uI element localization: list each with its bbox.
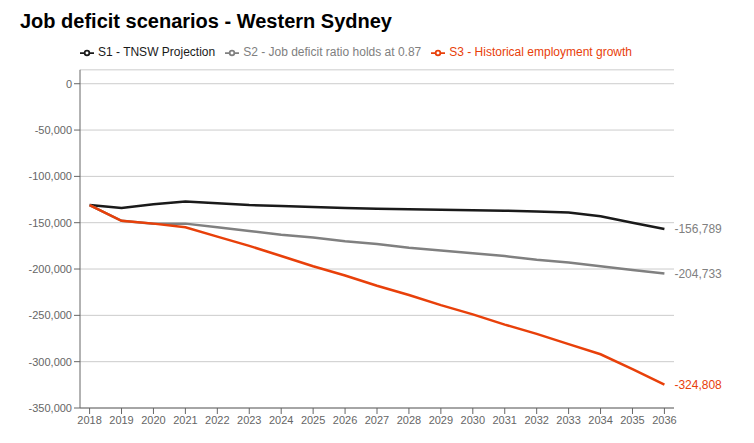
svg-text:2027: 2027 xyxy=(365,414,389,426)
svg-text:2028: 2028 xyxy=(397,414,421,426)
svg-text:2030: 2030 xyxy=(461,414,485,426)
svg-text:2029: 2029 xyxy=(429,414,453,426)
svg-text:2036: 2036 xyxy=(652,414,676,426)
svg-text:2024: 2024 xyxy=(269,414,293,426)
svg-text:2031: 2031 xyxy=(492,414,516,426)
svg-text:2026: 2026 xyxy=(333,414,357,426)
svg-text:2025: 2025 xyxy=(301,414,325,426)
svg-text:-200,000: -200,000 xyxy=(29,263,72,275)
svg-text:-350,000: -350,000 xyxy=(29,402,72,414)
svg-text:2021: 2021 xyxy=(173,414,197,426)
svg-text:2019: 2019 xyxy=(109,414,133,426)
svg-text:-250,000: -250,000 xyxy=(29,309,72,321)
svg-text:2033: 2033 xyxy=(556,414,580,426)
svg-text:2022: 2022 xyxy=(205,414,229,426)
svg-text:2018: 2018 xyxy=(77,414,101,426)
svg-text:2035: 2035 xyxy=(620,414,644,426)
svg-text:-204,733: -204,733 xyxy=(674,267,722,281)
html-text:S1 - TNSW Projection: S1 - TNSW Projection xyxy=(98,45,216,59)
svg-text:-100,000: -100,000 xyxy=(29,170,72,182)
svg-text:-150,000: -150,000 xyxy=(29,217,72,229)
svg-text:2032: 2032 xyxy=(524,414,548,426)
html-text:S2 - Job deficit ratio holds a: S2 - Job deficit ratio holds at 0.87 xyxy=(243,45,422,59)
svg-text:-300,000: -300,000 xyxy=(29,356,72,368)
svg-text:2034: 2034 xyxy=(588,414,612,426)
svg-text:-50,000: -50,000 xyxy=(35,124,72,136)
html-text:S3 - Historical employment gro: S3 - Historical employment growth xyxy=(449,45,632,59)
html-text:Job deficit scenarios - Wester: Job deficit scenarios - Western Sydney xyxy=(20,10,392,32)
svg-text:-324,808: -324,808 xyxy=(674,378,722,392)
svg-text:-156,789: -156,789 xyxy=(674,222,722,236)
svg-text:2023: 2023 xyxy=(237,414,261,426)
svg-text:2020: 2020 xyxy=(141,414,165,426)
svg-text:0: 0 xyxy=(66,78,72,90)
